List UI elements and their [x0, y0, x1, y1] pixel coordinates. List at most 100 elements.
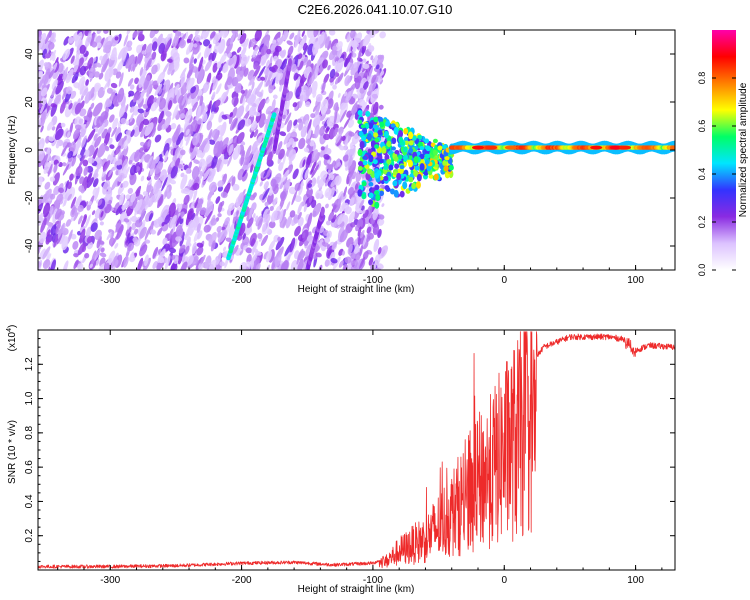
heatmap-noise-cell [126, 40, 133, 48]
heatmap-noise-cell [129, 106, 135, 113]
heatmap-noise-cell [345, 90, 352, 101]
heatmap-noise-cell [73, 57, 80, 73]
heatmap-noise-cell [78, 154, 86, 169]
heatmap-noise-cell [167, 63, 175, 75]
heatmap-noise-cell [245, 247, 253, 254]
heatmap-noise-cell [112, 117, 119, 130]
heatmap-noise-cell [45, 238, 50, 245]
heatmap-noise-cell [304, 168, 309, 180]
heatmap-noise-cell [193, 255, 199, 262]
heatmap-noise-cell [184, 245, 190, 255]
heatmap-noise-cell [327, 164, 334, 171]
heatmap-noise-cell [368, 257, 374, 266]
heatmap-noise-cell [97, 142, 107, 158]
heatmap-noise-cell [68, 102, 73, 110]
heatmap-noise-cell [123, 139, 129, 150]
heatmap-noise-cell [237, 234, 243, 241]
heatmap-noise-cell [262, 223, 267, 233]
heatmap-noise-cell [233, 96, 239, 108]
heatmap-noise-cell [53, 164, 58, 173]
heatmap-noise-cell [40, 87, 48, 97]
heatmap-noise-cell [212, 78, 218, 91]
heatmap-transition-cell [393, 126, 399, 135]
heatmap-noise-cell [237, 46, 242, 53]
heatmap-noise-cell [225, 42, 233, 55]
heatmap-noise-cell [347, 154, 352, 170]
heatmap-noise-cell [114, 36, 119, 41]
heatmap-noise-cell [256, 91, 263, 98]
heatmap-transition-cell [386, 158, 392, 165]
heatmap-noise-cell [291, 190, 298, 206]
heatmap-noise-cell [128, 159, 133, 165]
heatmap-noise-cell [69, 173, 74, 181]
heatmap-noise-cell [297, 53, 303, 60]
heatmap-noise-cell [56, 193, 64, 204]
heatmap-noise-cell [275, 147, 281, 156]
heatmap-noise-cell [51, 79, 58, 90]
heatmap-noise-cell [42, 73, 49, 85]
heatmap-transition-cell [388, 164, 394, 171]
heatmap-noise-cell [354, 183, 359, 190]
heatmap-noise-cell [109, 237, 115, 247]
heatmap-noise-cell [312, 202, 322, 218]
heatmap-noise-cell [281, 169, 290, 183]
heatmap-noise-cell [133, 228, 139, 235]
heatmap-noise-cell [220, 191, 228, 199]
heatmap-transition-cell [393, 156, 399, 162]
heatmap-noise-cell [153, 189, 162, 203]
heatmap-noise-cell [119, 104, 126, 118]
heatmap-noise-cell [378, 104, 384, 110]
heatmap-noise-cell [90, 102, 95, 110]
heatmap-noise-cell [214, 106, 219, 113]
heatmap-noise-cell [71, 204, 76, 216]
heatmap-noise-cell [321, 81, 326, 94]
heatmap-noise-cell [237, 168, 245, 181]
heatmap-noise-cell [362, 81, 369, 90]
heatmap-noise-cell [67, 150, 74, 159]
heatmap-noise-cell [343, 117, 351, 130]
heatmap-noise-cell [338, 260, 344, 268]
heatmap-transition-cell [374, 201, 380, 209]
heatmap-transition-cell [414, 165, 420, 171]
heatmap-noise-cell [117, 60, 124, 72]
heatmap-noise-cell [218, 30, 224, 40]
heatmap-noise-cell [46, 221, 54, 227]
heatmap-noise-cell [242, 169, 247, 178]
heatmap-noise-cell [350, 222, 356, 228]
heatmap-noise-cell [123, 218, 130, 223]
heatmap-noise-cell [244, 118, 252, 127]
heatmap-noise-cell [343, 154, 349, 160]
heatmap-noise-cell [372, 224, 380, 236]
heatmap-noise-cell [279, 131, 287, 137]
heatmap-noise-cell [242, 232, 247, 240]
heatmap-noise-cell [312, 41, 320, 55]
heatmap-noise-cell [204, 143, 210, 153]
heatmap-noise-cell [100, 247, 105, 253]
heatmap-transition-cell [430, 142, 436, 148]
heatmap-noise-cell [138, 120, 144, 133]
heatmap-noise-cell [320, 170, 328, 180]
heatmap-noise-cell [83, 166, 89, 176]
heatmap-noise-cell [307, 30, 315, 39]
heatmap-noise-cell [332, 214, 337, 223]
heatmap-noise-cell [344, 136, 349, 151]
heatmap-noise-cell [264, 213, 271, 223]
heatmap-noise-cell [73, 128, 81, 140]
heatmap-noise-cell [254, 30, 262, 42]
heatmap-noise-cell [173, 36, 179, 48]
heatmap-noise-cell [307, 71, 312, 85]
heatmap-noise-cell [301, 30, 305, 37]
heatmap-noise-cell [266, 192, 274, 205]
heatmap-transition-cell [408, 176, 414, 183]
heatmap-noise-cell [341, 135, 346, 142]
heatmap-noise-cell [183, 194, 190, 205]
heatmap-noise-cell [377, 246, 382, 255]
heatmap-noise-cell [213, 42, 221, 54]
heatmap-noise-cell [73, 259, 79, 270]
heatmap-noise-cell [129, 173, 137, 186]
heatmap-noise-cell [39, 231, 46, 244]
snr-y-ticks: 0.2 0.4 0.6 0.8 1.0 1.2 [24, 338, 675, 562]
heatmap-noise-cell [139, 147, 144, 153]
heatmap-noise-cell [351, 39, 358, 48]
heatmap-transition-cell [424, 138, 430, 144]
